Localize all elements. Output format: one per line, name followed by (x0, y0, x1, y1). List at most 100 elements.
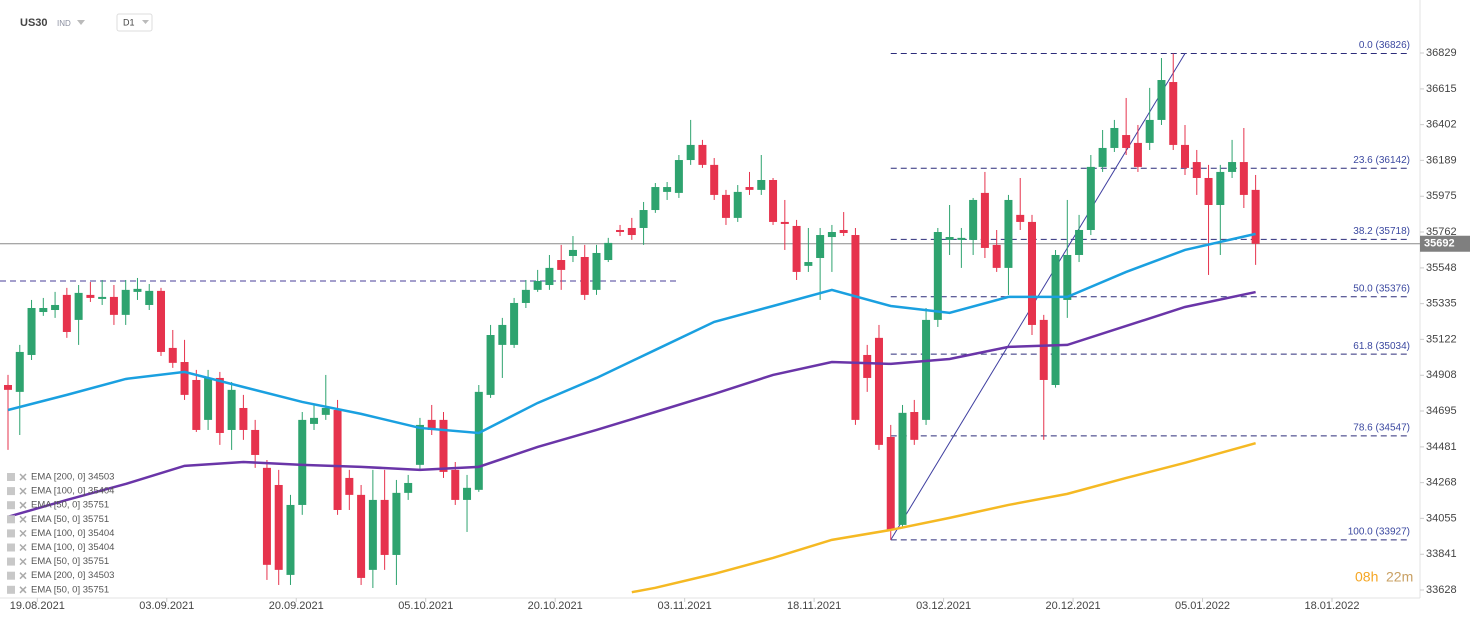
candle-body (969, 199, 978, 240)
candle-body (1122, 135, 1131, 148)
candle-body (1181, 144, 1189, 168)
indicator-remove[interactable] (19, 558, 27, 566)
candle-body (404, 482, 413, 493)
y-tick-label: 34481 (1426, 441, 1457, 453)
candle-body (792, 225, 801, 272)
candle-body (674, 160, 683, 193)
fib-label: 38.2 (35718) (1353, 226, 1410, 237)
candle-body (1169, 82, 1178, 145)
candle-body (262, 467, 271, 565)
timeframe-box[interactable] (116, 13, 153, 32)
candle-body (604, 242, 613, 261)
indicator-label: EMA [50, 0] 35751 (31, 556, 109, 567)
candle-body (345, 477, 354, 495)
candle-body (933, 232, 942, 320)
candle-body (992, 244, 1001, 268)
candle-body (568, 249, 577, 256)
candle-body (98, 296, 107, 299)
candle-body (898, 412, 907, 525)
y-tick-label: 36829 (1426, 47, 1457, 59)
indicator-remove[interactable] (19, 473, 27, 481)
timer-hours: 08h (1355, 569, 1378, 585)
candle-body (74, 292, 83, 320)
candle-body (321, 407, 330, 415)
candle-body (1145, 119, 1154, 143)
indicator-remove[interactable] (19, 572, 27, 580)
candle-body (1204, 177, 1213, 205)
x-tick-label: 20.09.2021 (269, 600, 324, 612)
indicator-icon (7, 571, 15, 580)
candle-body (121, 289, 130, 315)
candle-body (1228, 162, 1237, 172)
indicator-icon (7, 515, 15, 524)
y-tick-label: 35762 (1426, 226, 1457, 238)
indicator-label: EMA [50, 0] 35751 (31, 514, 109, 525)
candle-body (592, 252, 601, 290)
candle-body (1110, 127, 1119, 148)
y-tick-label: 36189 (1426, 154, 1457, 166)
indicator-label: EMA [100, 0] 35404 (31, 486, 114, 497)
candle-body (474, 391, 483, 490)
candle-body (1075, 229, 1084, 255)
indicator-icon (7, 529, 15, 538)
candle-body (109, 296, 118, 315)
timeframe[interactable]: D1 (123, 17, 135, 27)
fib-label: 78.6 (34547) (1353, 422, 1410, 433)
y-tick-label: 35335 (1426, 298, 1457, 310)
candle-body (545, 267, 554, 286)
candle-body (239, 407, 248, 430)
timeframe-caret (142, 20, 149, 24)
candle-body (1216, 171, 1225, 205)
indicator-remove[interactable] (19, 529, 27, 537)
y-tick-label: 33841 (1426, 548, 1457, 560)
indicator-remove[interactable] (19, 487, 27, 495)
candle-body (1133, 142, 1142, 167)
candle-body (851, 235, 860, 420)
candle-body (1192, 162, 1201, 178)
indicator-remove[interactable] (19, 543, 27, 552)
candle-body (922, 319, 931, 420)
ema-line (7, 290, 1256, 519)
y-tick-label: 34268 (1426, 477, 1457, 489)
candle-body (816, 235, 825, 259)
indicator-icon (7, 543, 15, 552)
last-price-label: 35692 (1424, 238, 1455, 250)
candle-body (1051, 254, 1060, 385)
indicator-icon (7, 501, 15, 510)
ema-line (7, 232, 1256, 435)
candle-body (357, 494, 366, 578)
indicator-remove[interactable] (19, 501, 27, 509)
dropdown-caret[interactable] (77, 20, 85, 25)
indicator-remove[interactable] (19, 586, 27, 594)
candle-body (757, 179, 766, 190)
candle-body (4, 384, 12, 390)
candle-body (192, 379, 201, 430)
candle-body (980, 192, 989, 248)
candle-body (380, 499, 389, 555)
x-tick-label: 05.10.2021 (398, 600, 453, 612)
candle-body (910, 412, 919, 440)
candle-body (874, 337, 883, 445)
candle-body (215, 377, 224, 433)
indicator-icon (7, 557, 15, 566)
fib-label: 0.0 (36826) (1359, 40, 1410, 51)
x-tick-label: 05.01.2022 (1175, 600, 1230, 612)
x-tick-label: 03.12.2021 (916, 600, 971, 612)
x-tick-label: 20.12.2021 (1046, 600, 1101, 612)
indicator-remove[interactable] (19, 515, 27, 523)
candle-body (392, 492, 401, 555)
candle-body (427, 419, 436, 430)
y-tick-label: 33628 (1426, 584, 1457, 596)
candle-body (451, 469, 460, 500)
candle-body (557, 260, 566, 270)
candle-body (368, 499, 377, 570)
candle-body (839, 229, 848, 234)
candle-body (180, 362, 189, 395)
candle-body (1098, 147, 1107, 167)
candle-body (286, 504, 295, 575)
candle-body (804, 262, 813, 266)
candle-body (310, 417, 319, 424)
indicator-icon (7, 473, 15, 481)
symbol[interactable]: US30 (20, 17, 48, 29)
